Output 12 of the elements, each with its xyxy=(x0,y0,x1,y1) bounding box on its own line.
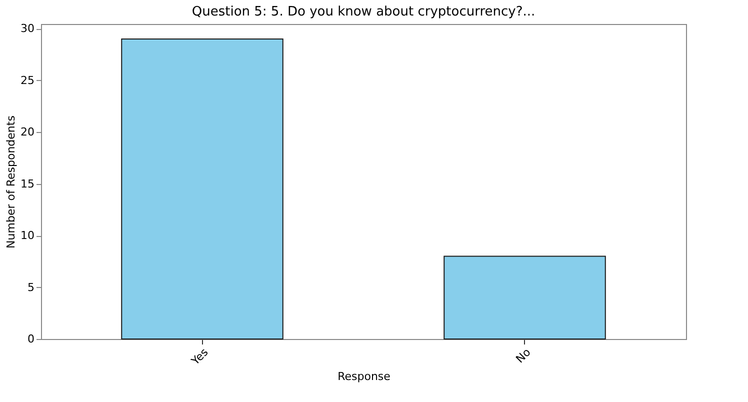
chart-title: Question 5: 5. Do you know about cryptocurrency?... xyxy=(192,4,536,20)
x-tick-label: Yes xyxy=(188,346,211,368)
x-tick-label: No xyxy=(513,346,534,366)
y-tick-label: 30 xyxy=(20,22,34,36)
y-tick-label: 5 xyxy=(28,280,34,294)
y-tick-label: 10 xyxy=(20,229,34,242)
y-tick-label: 20 xyxy=(20,126,34,139)
y-tick-label: 15 xyxy=(20,177,34,190)
x-axis-title: Response xyxy=(338,370,391,383)
y-axis-title: Number of Respondents xyxy=(4,115,18,248)
y-tick-label: 0 xyxy=(28,332,34,346)
y-tick-label: 25 xyxy=(20,74,34,87)
